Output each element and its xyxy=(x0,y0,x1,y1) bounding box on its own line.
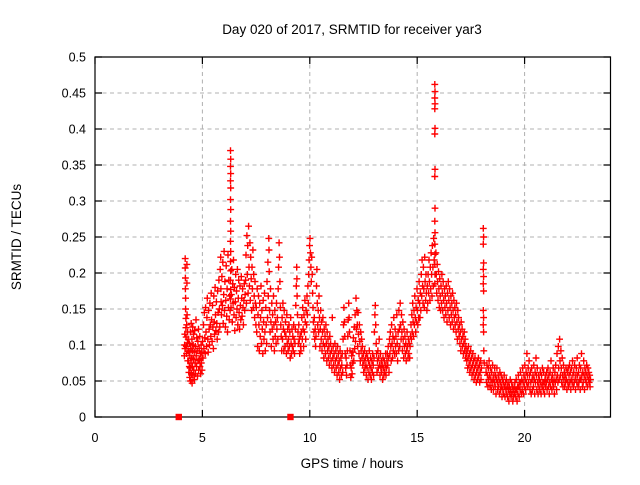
y-tick-label: 0.05 xyxy=(62,375,86,389)
y-tick-label: 0.25 xyxy=(62,231,86,245)
y-tick-label: 0.1 xyxy=(69,339,86,353)
plot-frame xyxy=(94,56,612,418)
scatter-points-layer xyxy=(175,81,594,421)
x-tick-label: 15 xyxy=(410,431,424,445)
x-tick-label: 0 xyxy=(92,431,99,445)
y-tick-label: 0 xyxy=(79,411,86,425)
x-axis-label: GPS time / hours xyxy=(301,456,404,471)
y-tick-label: 0.35 xyxy=(62,159,86,173)
x-tick-label: 20 xyxy=(518,431,532,445)
y-tick-label: 0.4 xyxy=(69,123,86,137)
y-tick-label: 0.3 xyxy=(69,195,86,209)
y-tick-label: 0.45 xyxy=(62,87,86,101)
x-tick-label: 5 xyxy=(199,431,206,445)
y-tick-label: 0.2 xyxy=(69,267,86,281)
event-square-marker xyxy=(175,413,182,421)
x-tick-label: 10 xyxy=(303,431,317,445)
y-axis-label: SRMTID / TECUs xyxy=(9,184,24,291)
y-tick-label: 0.15 xyxy=(62,303,86,317)
event-square-marker xyxy=(287,413,294,421)
tick-label-layer: 0 5 10 15 20 0 0.05 0.1 0.15 0.2 0.25 0.3 0.35 0.4 0.4… xyxy=(62,51,532,446)
y-tick-label: 0.5 xyxy=(69,51,86,65)
axis-tick-marks xyxy=(94,56,611,418)
scatter-plus-markers xyxy=(181,81,594,405)
chart-title: Day 020 of 2017, SRMTID for receiver yar… xyxy=(222,22,482,37)
